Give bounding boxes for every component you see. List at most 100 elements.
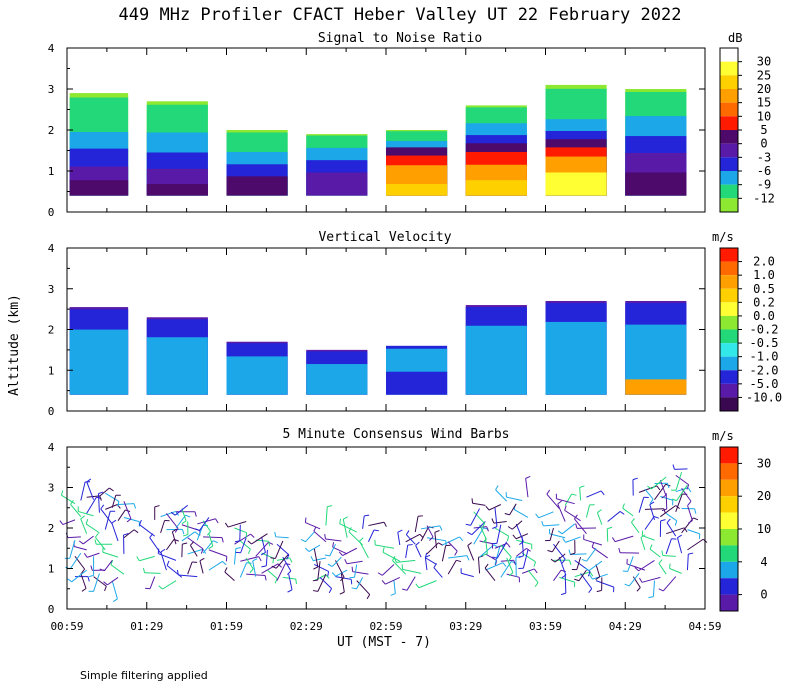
colorbar-swatch bbox=[720, 370, 738, 384]
wind-barb bbox=[187, 548, 204, 555]
wind-barb bbox=[494, 545, 501, 565]
wind-barb bbox=[549, 527, 554, 541]
wind-barb-flag bbox=[324, 554, 330, 557]
wind-barb bbox=[472, 502, 486, 506]
colorbar-label: 4 bbox=[760, 555, 767, 569]
wind-barb-flag bbox=[176, 569, 179, 576]
wind-barb bbox=[331, 556, 342, 567]
wind-barb-flag bbox=[277, 563, 282, 568]
segment-band bbox=[386, 371, 448, 395]
wind-barb-flag bbox=[547, 549, 553, 553]
cb3-unit: m/s bbox=[712, 429, 734, 443]
wind-barb-flag bbox=[513, 560, 516, 566]
colorbar-label: 0 bbox=[760, 588, 767, 602]
wind-barb-flag bbox=[518, 555, 524, 559]
wind-barb bbox=[255, 541, 269, 557]
wind-barb bbox=[67, 536, 81, 539]
wind-barb-flag bbox=[295, 578, 297, 585]
wind-barb bbox=[649, 504, 655, 521]
wind-barb-flag bbox=[397, 529, 403, 533]
wind-barb bbox=[73, 546, 87, 551]
colorbar-label: 2.0 bbox=[753, 255, 775, 269]
wind-barb bbox=[515, 547, 527, 557]
wind-barb bbox=[565, 536, 581, 543]
wind-barb-flag bbox=[325, 574, 330, 579]
wind-barb bbox=[69, 552, 82, 570]
wind-barb bbox=[570, 553, 587, 555]
wind-barb-flag bbox=[313, 566, 319, 570]
colorbar-swatch bbox=[720, 479, 738, 497]
wind-barb bbox=[471, 521, 486, 536]
segment-band bbox=[306, 172, 368, 196]
data-segment bbox=[465, 105, 527, 196]
wind-barb bbox=[681, 517, 694, 534]
wind-barb bbox=[687, 529, 700, 535]
wind-barb bbox=[506, 557, 514, 573]
wind-barb-flag bbox=[669, 563, 671, 569]
x-axis-label: UT (MST - 7) bbox=[337, 635, 431, 650]
wind-barb-flag bbox=[557, 500, 562, 505]
wind-barb bbox=[261, 536, 266, 553]
wind-barb bbox=[511, 520, 523, 530]
y-tick-label: 4 bbox=[48, 42, 55, 55]
wind-barb-flag bbox=[600, 490, 605, 496]
wind-barb-flag bbox=[185, 514, 191, 518]
wind-barb bbox=[123, 501, 132, 520]
wind-barb bbox=[368, 529, 375, 542]
panel-3: 0 1 2 3 4 00:59 01:29 01:59 02:29 02:59 03:29 03:59… bbox=[48, 441, 772, 633]
wind-barb bbox=[564, 493, 573, 506]
colorbar-label: -1.0 bbox=[750, 350, 779, 364]
wind-barb bbox=[233, 548, 237, 565]
barb-column bbox=[324, 516, 353, 595]
wind-barb bbox=[74, 556, 86, 570]
colorbar-swatch bbox=[720, 397, 738, 411]
barb-column bbox=[484, 485, 520, 583]
wind-barb-flag bbox=[584, 567, 590, 572]
wind-barb bbox=[339, 523, 357, 533]
colorbar-label: 20 bbox=[757, 82, 771, 96]
wind-barb bbox=[669, 568, 682, 574]
wind-barb bbox=[652, 580, 655, 597]
wind-barb-flag bbox=[182, 542, 188, 545]
colorbar-label: -6 bbox=[757, 164, 771, 178]
wind-barb bbox=[181, 508, 187, 522]
wind-barb bbox=[632, 576, 641, 588]
wind-barb-flag bbox=[80, 515, 85, 520]
colorbar-swatch bbox=[720, 184, 738, 199]
wind-barb bbox=[104, 511, 111, 530]
colorbar-swatch bbox=[720, 561, 738, 579]
wind-barb bbox=[199, 517, 210, 531]
wind-barb bbox=[160, 520, 166, 534]
colorbar-label: 30 bbox=[757, 456, 771, 470]
wind-barb-flag bbox=[658, 559, 663, 564]
wind-barb bbox=[521, 552, 536, 563]
wind-barb-flag bbox=[511, 560, 517, 564]
wind-barb-flag bbox=[502, 562, 507, 567]
y-tick-label: 2 bbox=[48, 324, 55, 337]
barb-column bbox=[504, 475, 539, 587]
wind-barb-flag bbox=[632, 477, 638, 481]
wind-barb-flag bbox=[574, 578, 580, 582]
colorbar-swatch bbox=[720, 383, 738, 398]
wind-barb-flag bbox=[607, 526, 613, 530]
wind-barb-flag bbox=[661, 550, 664, 556]
wind-barb-flag bbox=[687, 500, 692, 506]
wind-barb-flag bbox=[649, 544, 653, 550]
wind-barb-flag bbox=[81, 588, 87, 592]
wind-barb bbox=[420, 526, 430, 542]
wind-barb bbox=[588, 560, 603, 572]
wind-barb bbox=[426, 537, 446, 542]
barb-column bbox=[94, 494, 140, 602]
wind-barb-flag bbox=[674, 520, 678, 526]
wind-barb-flag bbox=[402, 588, 408, 591]
x-tick-label: 02:59 bbox=[369, 620, 402, 633]
wind-barb bbox=[99, 487, 110, 497]
barb-column bbox=[338, 514, 387, 600]
wind-barb-flag bbox=[208, 545, 214, 550]
wind-barb-flag bbox=[596, 589, 602, 593]
wind-barb bbox=[93, 576, 107, 587]
wind-barb bbox=[139, 555, 155, 562]
wind-barb-flag bbox=[694, 508, 697, 514]
wind-barb-flag bbox=[407, 544, 413, 546]
